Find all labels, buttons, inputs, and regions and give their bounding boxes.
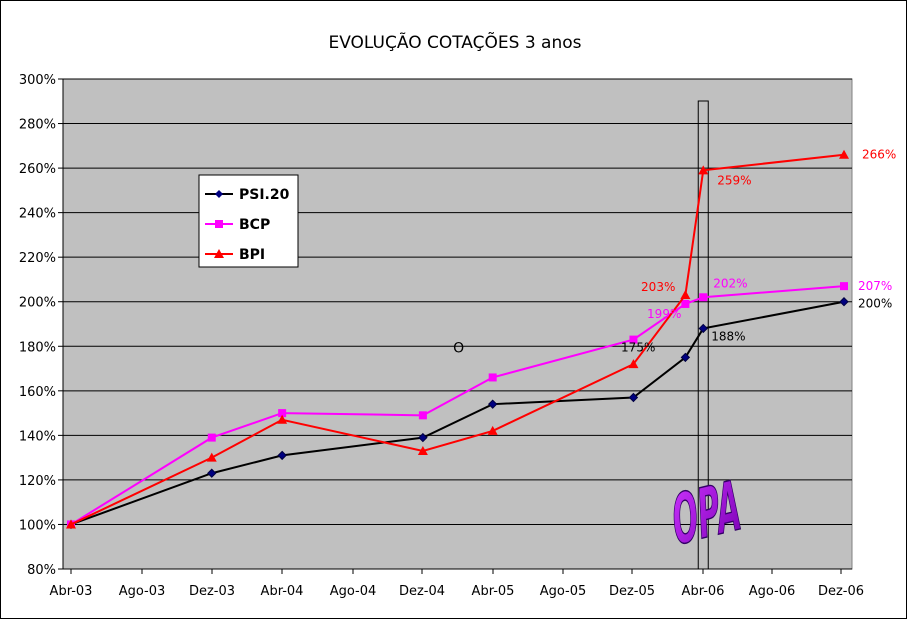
x-tick-label: Abr-05 [472,584,515,599]
data-point-psi20 [698,323,708,334]
y-tick-label: 80% [27,563,56,578]
data-point-bcp [207,433,216,442]
data-point-bcp [681,299,690,308]
y-tick-label: 280% [19,118,56,133]
data-point-bcp [278,409,287,418]
data-point-bpi [206,452,217,462]
x-tick-label: Dez-06 [818,584,864,599]
legend-item: PSI.20 [205,187,290,203]
data-label: 199% [647,307,681,321]
data-label: 175% [621,340,655,354]
data-point-bcp [629,335,638,344]
y-tick-label: 300% [19,73,56,88]
data-point-bpi [698,165,709,175]
x-tick-label: Abr-06 [682,584,725,599]
legend-label: PSI.20 [239,187,290,203]
data-label: 202% [713,276,747,290]
x-tick-label: Ago-05 [540,584,587,599]
data-point-psi20 [277,450,287,461]
legend-label: BCP [239,217,270,233]
data-point-psi20 [487,399,498,409]
data-point-bpi [66,519,76,529]
data-point-psi20 [418,432,428,443]
data-point-psi20 [628,392,639,403]
legend-label: BPI [239,247,265,263]
x-tick-label: Ago-06 [749,584,796,599]
data-point-psi20 [680,352,691,363]
data-point-bpi [487,425,498,435]
data-point-bpi [277,414,288,424]
legend-box [198,174,299,268]
data-point-bpi [839,149,849,159]
legend-item: BPI [205,247,265,263]
y-tick-label: 140% [19,429,56,444]
y-tick-label: 160% [19,385,56,400]
data-point-bcp [418,411,427,420]
data-label: 259% [717,173,751,187]
data-label: 266% [862,148,896,162]
y-tick-label: 220% [19,251,56,266]
data-point-bcp [840,282,848,291]
legend-item: BCP [205,217,270,233]
x-tick-label: Abr-03 [50,584,93,599]
x-tick-label: Abr-04 [261,584,304,599]
y-tick-label: 100% [19,518,56,533]
opa-wordart: OPA [671,464,742,562]
x-tick-label: Dez-03 [189,584,235,599]
data-label: 200% [858,297,892,311]
x-tick-label: Dez-05 [609,584,655,599]
x-tick-label: Dez-04 [399,584,445,599]
data-point-bcp [699,293,708,302]
y-tick-label: 240% [19,207,56,222]
data-label: 203% [641,280,675,294]
legend-marker [215,190,223,198]
legend: PSI.20 BCP BPI [198,174,299,268]
data-label: 188% [711,329,745,343]
annotation-o: O [453,340,464,356]
y-tick-label: 200% [19,296,56,311]
data-point-psi20 [839,297,849,307]
data-point-psi20 [207,468,217,478]
y-tick-label: 180% [19,340,56,355]
legend-marker [215,220,223,228]
chart-title: EVOLUÇÃO COTAÇÕES 3 anos [328,31,581,53]
y-tick-label: 120% [19,474,56,489]
data-point-bcp [488,373,497,382]
plot-area [62,78,853,570]
legend-marker [214,249,224,258]
data-point-bpi [680,290,691,300]
data-label: 207% [858,279,892,293]
data-point-bpi [628,359,639,369]
x-tick-label: Ago-03 [119,584,166,599]
x-tick-label: Ago-04 [330,584,377,599]
y-tick-label: 260% [19,162,56,177]
data-point-bpi [417,445,428,455]
